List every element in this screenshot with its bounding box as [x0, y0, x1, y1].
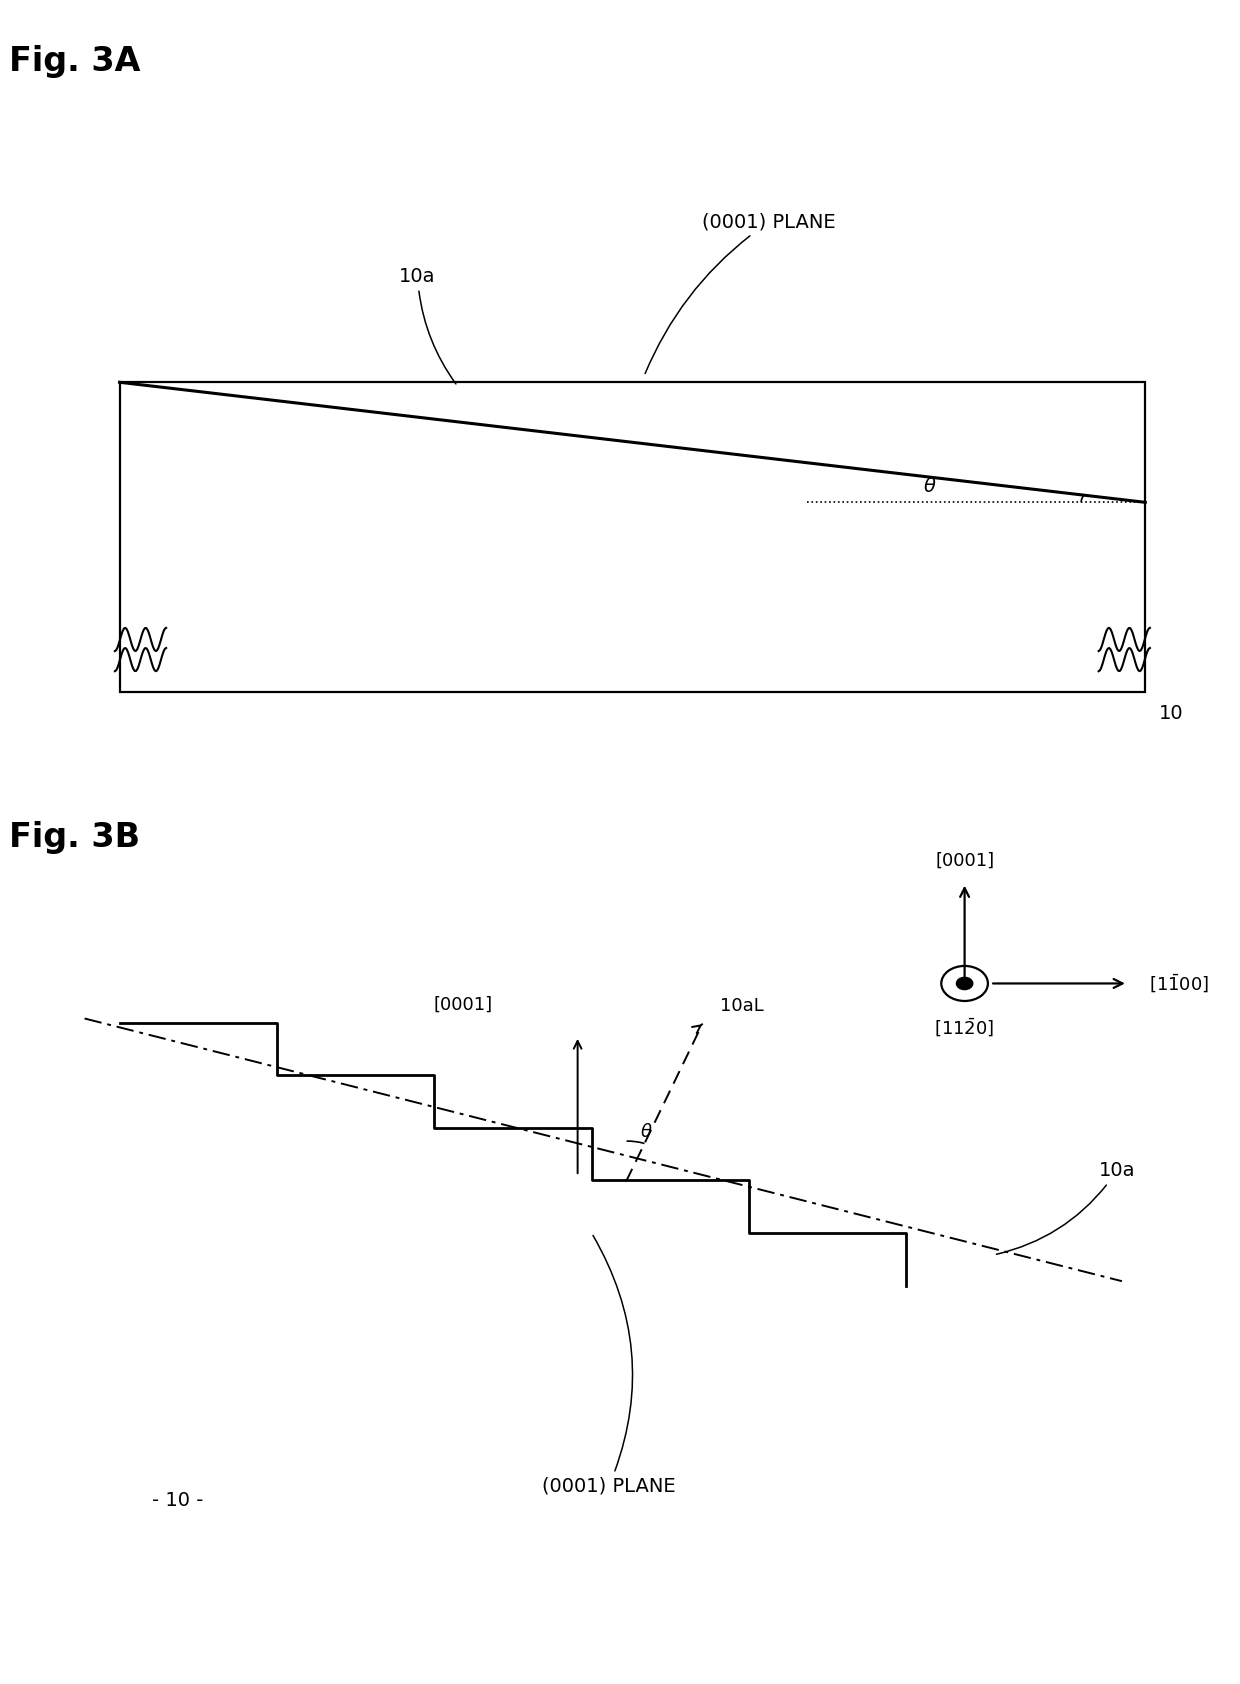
Text: [0001]: [0001]: [935, 852, 994, 869]
Bar: [119, 382, 1146, 692]
Text: (0001) PLANE: (0001) PLANE: [542, 1236, 676, 1495]
Circle shape: [956, 977, 972, 990]
Text: [1$\mathregular{\bar{1}}$00]: [1$\mathregular{\bar{1}}$00]: [1148, 972, 1209, 995]
Text: θ: θ: [924, 477, 936, 497]
Text: Fig. 3A: Fig. 3A: [9, 45, 140, 77]
Text: θ: θ: [641, 1123, 651, 1142]
Text: [11$\mathregular{\bar{2}}$0]: [11$\mathregular{\bar{2}}$0]: [935, 1017, 994, 1039]
Text: 10aL: 10aL: [719, 997, 764, 1015]
Text: Fig. 3B: Fig. 3B: [9, 822, 140, 854]
Text: [0001]: [0001]: [434, 997, 494, 1014]
Text: 10: 10: [1159, 704, 1184, 722]
Text: (0001) PLANE: (0001) PLANE: [645, 212, 836, 374]
Text: 10a: 10a: [399, 266, 456, 384]
Text: - 10 -: - 10 -: [153, 1490, 203, 1509]
Text: 10a: 10a: [997, 1160, 1135, 1255]
